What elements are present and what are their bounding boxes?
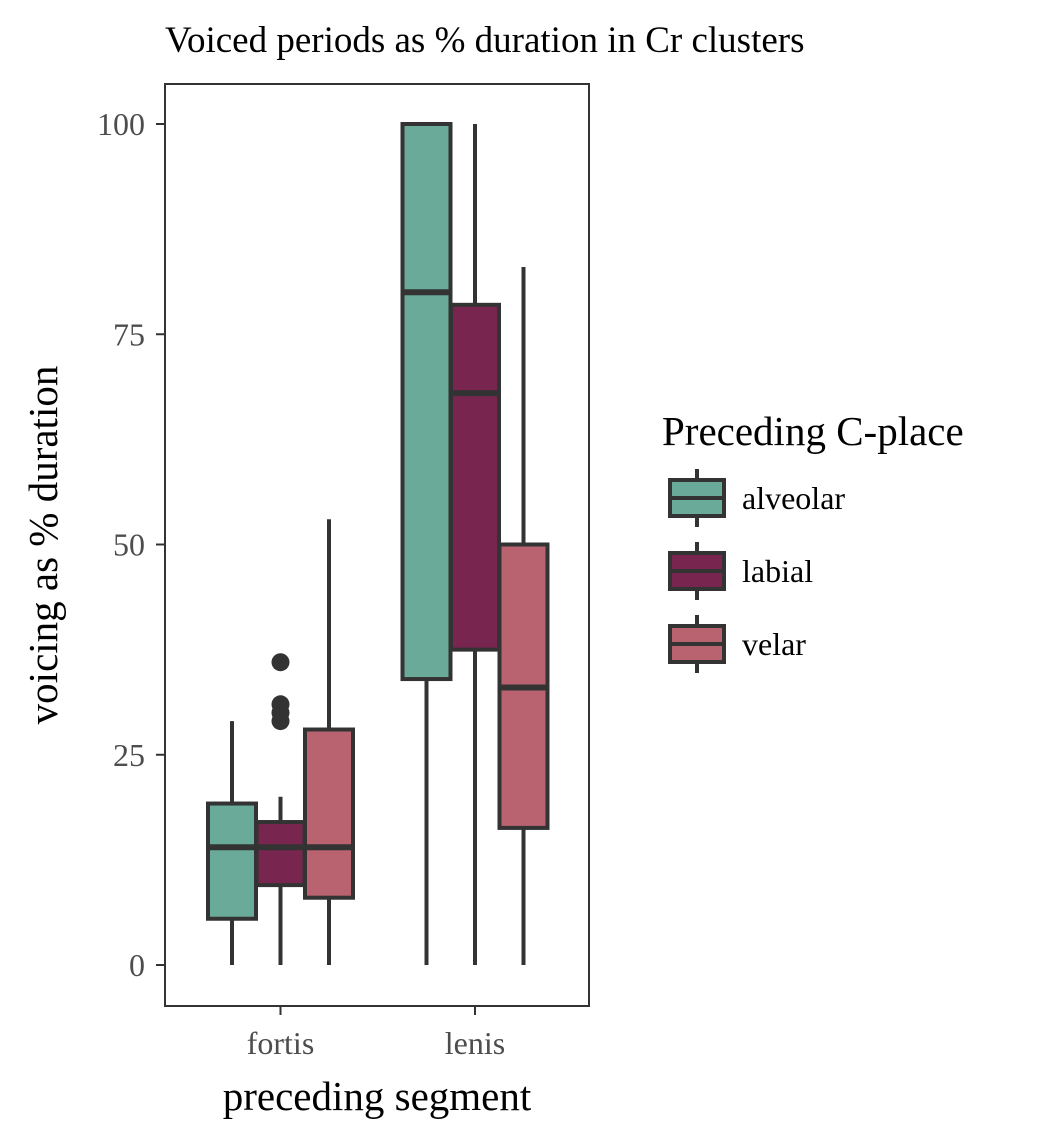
legend-title: Preceding C-place: [662, 408, 964, 454]
y-tick-label: 75: [113, 316, 145, 352]
box-body: [254, 820, 307, 888]
box-labial-fortis: [254, 653, 307, 965]
x-tick-label: fortis: [247, 1025, 315, 1061]
box-body: [449, 302, 501, 652]
box-alveolar-lenis: [400, 122, 453, 965]
legend-item-alveolar: alveolar: [668, 469, 845, 527]
chart-title: Voiced periods as % duration in Cr clust…: [165, 20, 805, 61]
y-tick-label: 100: [97, 106, 145, 142]
legend: Preceding C-place alveolar labial velar: [662, 408, 964, 673]
legend-label: velar: [742, 626, 806, 662]
box-group: [206, 122, 550, 965]
y-tick-label: 0: [129, 947, 145, 983]
box-body: [303, 727, 355, 900]
box-labial-lenis: [449, 124, 501, 965]
x-axis: fortis lenis: [247, 1006, 505, 1061]
x-axis-title: preceding segment: [223, 1073, 532, 1119]
x-tick-label: lenis: [445, 1025, 505, 1061]
y-axis: 0 25 50 75 100: [97, 106, 165, 983]
box-alveolar-fortis: [206, 721, 258, 965]
legend-label: alveolar: [742, 480, 845, 516]
y-tick-label: 25: [113, 737, 145, 773]
legend-item-labial: labial: [668, 542, 813, 600]
box-body: [206, 801, 258, 921]
legend-item-velar: velar: [668, 615, 806, 673]
box-velar-lenis: [497, 266, 550, 965]
box-body: [400, 122, 453, 682]
y-tick-label: 50: [113, 527, 145, 563]
outlier-point: [271, 695, 290, 714]
box-velar-fortis: [303, 519, 355, 965]
legend-label: labial: [742, 553, 813, 589]
y-axis-title: voicing as % duration: [20, 366, 66, 725]
outlier-point: [271, 653, 290, 672]
